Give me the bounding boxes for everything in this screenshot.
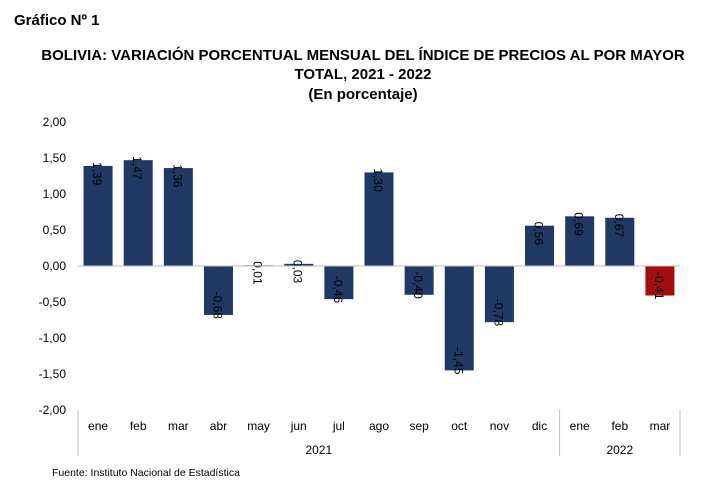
bar	[645, 266, 675, 296]
bar	[284, 263, 314, 266]
data-label: 0,56	[532, 222, 546, 246]
chart-subtitle: (En porcentaje)	[308, 86, 418, 103]
data-label: -0,41	[652, 272, 666, 300]
chart-figure-number: Gráfico Nº 1	[14, 12, 100, 29]
y-tick-label: -1,50	[39, 367, 67, 381]
y-tick-label: 2,00	[43, 115, 67, 129]
x-tick-label: feb	[611, 419, 628, 433]
bar	[203, 266, 233, 315]
bar	[484, 266, 514, 323]
y-tick-label: -0,50	[39, 295, 67, 309]
bar	[605, 217, 635, 266]
y-tick-label: 1,50	[43, 151, 67, 165]
x-tick-label: jun	[290, 419, 307, 433]
x-tick-label: nov	[490, 419, 509, 433]
data-label: 0,67	[612, 214, 626, 238]
x-tick-label: oct	[451, 419, 468, 433]
bar	[404, 266, 434, 295]
y-tick-label: 1,00	[43, 187, 67, 201]
x-tick-label: dic	[532, 419, 547, 433]
data-label: -0,68	[210, 292, 224, 320]
bar	[324, 266, 354, 300]
chart-title-line1: BOLIVIA: VARIACIÓN PORCENTUAL MENSUAL DE…	[41, 47, 685, 64]
source-note: Fuente: Instituto Nacional de Estadístic…	[52, 467, 240, 479]
year-group-label: 2021	[305, 443, 332, 457]
chart-title-line2: TOTAL, 2021 - 2022	[294, 66, 432, 83]
x-tick-label: mar	[650, 419, 671, 433]
data-label: 1,47	[130, 156, 144, 180]
year-group-label: 2022	[606, 443, 633, 457]
x-tick-label: mar	[168, 419, 189, 433]
data-label: 1,39	[90, 162, 104, 186]
x-tick-label: ago	[369, 419, 389, 433]
bar	[444, 266, 474, 371]
data-label: 1,30	[371, 168, 385, 192]
bar	[83, 165, 113, 266]
x-tick-label: may	[247, 419, 270, 433]
x-tick-label: ene	[570, 419, 590, 433]
data-label: 1,36	[170, 164, 184, 188]
x-tick-label: feb	[130, 419, 147, 433]
data-label: -0,78	[491, 299, 505, 327]
bar	[123, 160, 153, 266]
bar	[565, 216, 595, 266]
data-label: 0,03	[291, 260, 305, 284]
data-label: 0,01	[251, 261, 265, 285]
x-tick-label: sep	[409, 419, 429, 433]
bar	[525, 225, 555, 266]
data-label: -0,46	[331, 276, 345, 304]
data-label: 0,69	[572, 212, 586, 236]
y-tick-label: -1,00	[39, 331, 67, 345]
bar	[364, 172, 394, 266]
y-tick-label: 0,00	[43, 259, 67, 273]
x-tick-label: jul	[332, 419, 345, 433]
y-tick-label: -2,00	[39, 403, 67, 417]
x-tick-label: ene	[88, 419, 108, 433]
data-label: -0,40	[411, 271, 425, 299]
bar	[163, 168, 193, 266]
x-tick-label: abr	[210, 419, 227, 433]
y-tick-label: 0,50	[43, 223, 67, 237]
data-label: -1,45	[451, 347, 465, 375]
